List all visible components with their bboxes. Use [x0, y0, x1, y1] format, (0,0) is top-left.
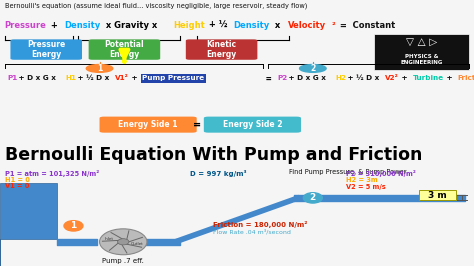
Text: 1: 1: [70, 221, 77, 230]
Text: Bernoulli Equation With Pump and Friction: Bernoulli Equation With Pump and Frictio…: [5, 146, 422, 164]
FancyBboxPatch shape: [419, 190, 456, 201]
Text: =: =: [263, 74, 274, 83]
Text: + ½ D x: + ½ D x: [345, 75, 382, 81]
Circle shape: [86, 65, 113, 72]
Text: ▽ △ ▷: ▽ △ ▷: [406, 38, 438, 48]
Text: Pump Pressure: Pump Pressure: [142, 75, 204, 81]
Text: Potential
Energy: Potential Energy: [105, 40, 144, 59]
Text: Velocity: Velocity: [288, 21, 326, 30]
Text: Friction = 180,000 N/m²: Friction = 180,000 N/m²: [213, 221, 308, 228]
Circle shape: [303, 193, 322, 203]
Text: Turbine: Turbine: [412, 75, 444, 81]
FancyBboxPatch shape: [10, 39, 82, 60]
Text: V2 = 5 m/s: V2 = 5 m/s: [346, 184, 386, 190]
Text: Flow Rate .04 m³/second: Flow Rate .04 m³/second: [213, 229, 291, 235]
Text: + ½ D x: + ½ D x: [75, 75, 111, 81]
Text: =: =: [192, 120, 201, 130]
Text: Energy Side 1: Energy Side 1: [118, 120, 178, 129]
Text: Density: Density: [64, 21, 101, 30]
Text: Pump .7 eff.: Pump .7 eff.: [102, 258, 144, 264]
Text: Outlet: Outlet: [131, 242, 144, 246]
Text: Bernoulli's equation (assume ideal fluid... viscosity negligible, large reservoi: Bernoulli's equation (assume ideal fluid…: [5, 3, 307, 9]
FancyBboxPatch shape: [100, 117, 197, 133]
Text: Kinetic
Energy: Kinetic Energy: [207, 40, 237, 59]
Text: V1²: V1²: [115, 75, 129, 81]
Text: + D x G x: + D x G x: [286, 75, 328, 81]
Circle shape: [300, 65, 326, 72]
Text: D = 997 kg/m³: D = 997 kg/m³: [190, 170, 246, 177]
Text: +: +: [444, 75, 455, 81]
FancyBboxPatch shape: [89, 39, 160, 60]
Text: Pressure
Energy: Pressure Energy: [27, 40, 65, 59]
Text: H1: H1: [65, 75, 77, 81]
Polygon shape: [0, 183, 57, 266]
Text: 3 m: 3 m: [428, 191, 447, 200]
Text: H1 = 0: H1 = 0: [5, 177, 29, 183]
FancyBboxPatch shape: [186, 39, 257, 60]
Text: 2: 2: [310, 193, 316, 202]
Circle shape: [118, 239, 129, 245]
Text: x: x: [272, 21, 283, 30]
Text: P2 = 310,000 N/m²: P2 = 310,000 N/m²: [346, 170, 416, 177]
Text: +: +: [128, 75, 140, 81]
Text: V1 = 0: V1 = 0: [5, 183, 29, 189]
Text: H2 = 3m: H2 = 3m: [346, 177, 378, 183]
Text: +: +: [399, 75, 410, 81]
Text: 1: 1: [97, 64, 102, 73]
Text: Inlet: Inlet: [105, 237, 113, 241]
Circle shape: [100, 229, 147, 255]
Text: =  Constant: = Constant: [337, 21, 395, 30]
Text: Pressure: Pressure: [5, 21, 46, 30]
Circle shape: [64, 221, 83, 231]
Text: x Gravity x: x Gravity x: [103, 21, 160, 30]
Text: ²: ²: [332, 21, 336, 30]
FancyBboxPatch shape: [204, 117, 301, 133]
Text: Energy Side 2: Energy Side 2: [223, 120, 282, 129]
Text: + ½: + ½: [207, 21, 231, 30]
Text: V2²: V2²: [385, 75, 399, 81]
Text: Friction: Friction: [457, 75, 474, 81]
Text: Find Pump Pressure, & Pump Power: Find Pump Pressure, & Pump Power: [289, 169, 407, 175]
Text: PHYSICS &: PHYSICS &: [405, 53, 438, 59]
Text: 2: 2: [310, 64, 316, 73]
Text: P1: P1: [7, 75, 18, 81]
Text: Density: Density: [234, 21, 270, 30]
Text: P1 = atm = 101,325 N/m²: P1 = atm = 101,325 N/m²: [5, 170, 99, 177]
Text: +: +: [48, 21, 61, 30]
Polygon shape: [175, 195, 299, 245]
Text: P2: P2: [277, 75, 288, 81]
Text: Height: Height: [174, 21, 205, 30]
Text: ENGINEERING: ENGINEERING: [401, 60, 443, 65]
Text: + D x G x: + D x G x: [16, 75, 58, 81]
Text: H2: H2: [336, 75, 347, 81]
FancyBboxPatch shape: [374, 34, 469, 70]
